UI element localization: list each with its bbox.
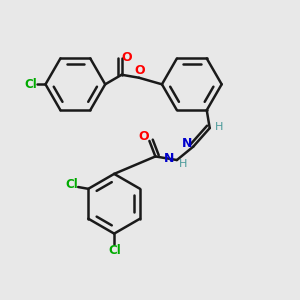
Text: Cl: Cl: [65, 178, 78, 191]
Text: O: O: [139, 130, 149, 143]
Text: Cl: Cl: [108, 244, 121, 257]
Text: N: N: [164, 152, 175, 165]
Text: N: N: [182, 136, 192, 149]
Text: O: O: [134, 64, 145, 77]
Text: O: O: [122, 51, 132, 64]
Text: Cl: Cl: [24, 78, 37, 91]
Text: H: H: [215, 122, 224, 132]
Text: H: H: [179, 159, 188, 169]
